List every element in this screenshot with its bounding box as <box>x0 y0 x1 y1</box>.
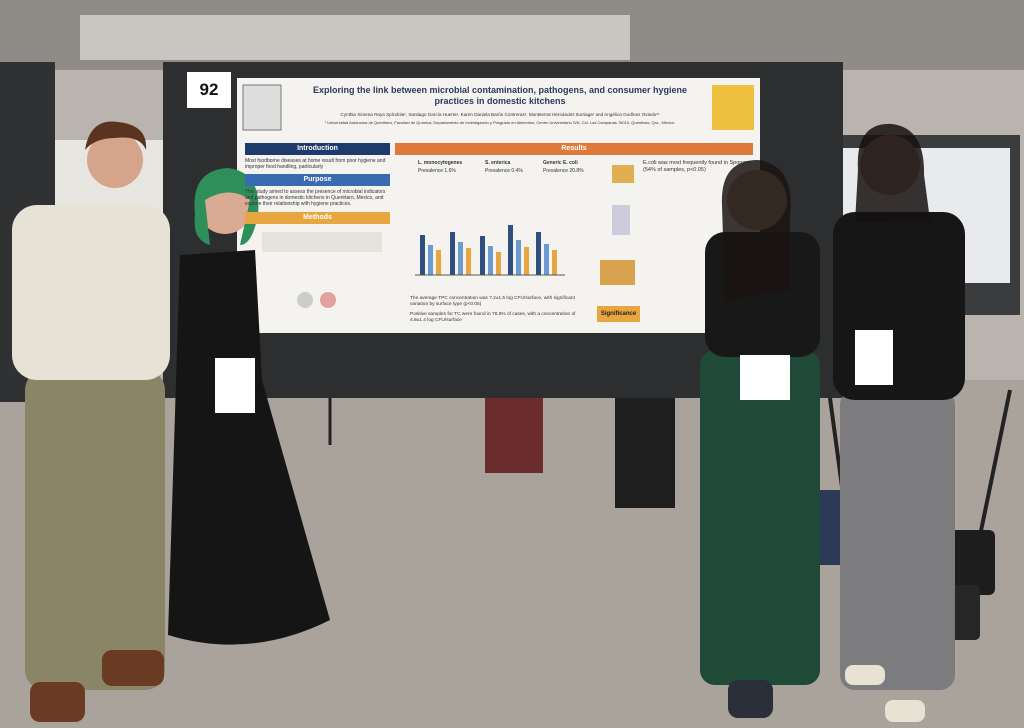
shoe <box>885 700 925 722</box>
finding: E.coli was most frequently found in Spon… <box>643 160 752 173</box>
poster-graphic <box>420 225 557 275</box>
shoe <box>102 650 164 686</box>
shoe <box>728 680 773 718</box>
section-header <box>245 212 390 224</box>
purpose-text: This study aimed to assess the presence … <box>245 189 386 207</box>
finding: Positive samples for TC were found in 76… <box>410 312 576 323</box>
poster-affiliation: ¹ Universidad Autónoma de Querétaro, Fac… <box>324 120 676 125</box>
section-header <box>245 174 390 186</box>
poster-authors: Cynthia Ximena Raya Spíndola¹, Santiago … <box>340 112 660 117</box>
person <box>833 212 965 400</box>
logo <box>242 84 282 131</box>
section-heading: Purpose <box>303 176 332 183</box>
section-heading: Introduction <box>297 145 338 152</box>
poster <box>237 78 760 333</box>
shoe <box>845 665 885 685</box>
poster-graphic <box>262 165 635 308</box>
person <box>12 205 170 380</box>
pathogen-name: Generic E. coli <box>543 160 578 166</box>
logo <box>712 85 754 130</box>
person <box>840 390 955 690</box>
hair <box>855 123 930 222</box>
hair <box>194 168 259 245</box>
hair <box>721 160 791 300</box>
badge <box>855 330 893 385</box>
person <box>168 250 330 645</box>
person <box>700 350 820 685</box>
finding: The average TPC concentration was 7.2±1.… <box>410 296 575 307</box>
pathogen-prevalence: Prevalence 0.4% <box>485 168 523 174</box>
ceiling-beam <box>80 15 630 60</box>
pathogen-name: L. monocytogenes <box>418 160 463 166</box>
badge <box>215 358 255 413</box>
person <box>25 370 165 690</box>
person <box>87 132 143 188</box>
number-card <box>187 72 231 108</box>
section-heading: Results <box>561 145 587 152</box>
section-heading: Methods <box>303 214 332 221</box>
badge <box>740 355 790 400</box>
section-header <box>245 143 390 155</box>
pathogen-prevalence: Prevalence 20.8% <box>543 168 584 174</box>
intro-text: Most foodborne diseases at home result f… <box>245 158 386 170</box>
board-number: 92 <box>199 80 219 99</box>
shoe <box>30 682 85 722</box>
section-header <box>395 143 753 155</box>
section-heading: Significance <box>600 311 637 317</box>
pathogen-name: S. enterica <box>485 160 511 166</box>
bystander <box>485 398 543 473</box>
poster-title: Exploring the link between microbial con… <box>312 85 688 106</box>
hair <box>85 121 147 150</box>
bystander <box>615 398 675 508</box>
pathogen-prevalence: Prevalence 1.6% <box>418 168 456 174</box>
section-header <box>597 306 640 322</box>
